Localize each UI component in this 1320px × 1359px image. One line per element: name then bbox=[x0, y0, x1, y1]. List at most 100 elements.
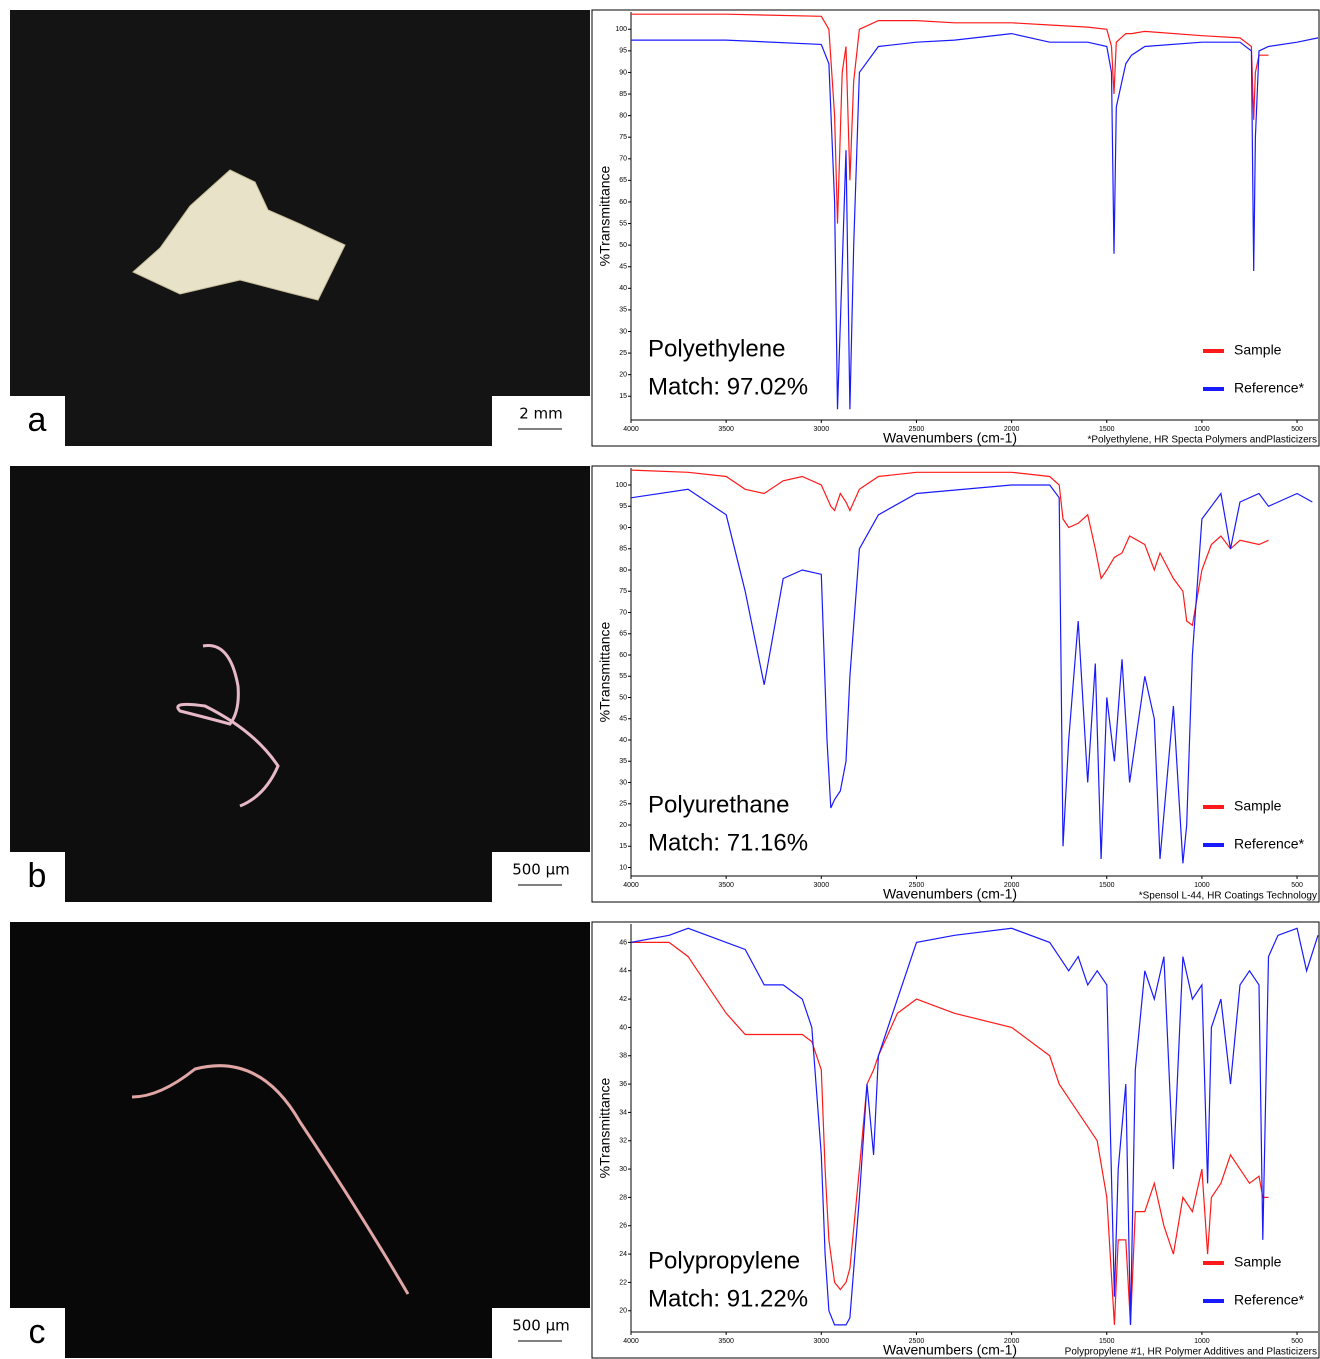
fiber bbox=[176, 644, 280, 808]
y-tick-label: 46 bbox=[619, 939, 627, 946]
scale-bar-box bbox=[492, 1308, 590, 1358]
y-tick-label: 35 bbox=[619, 758, 627, 765]
y-axis-label: %Transmittance bbox=[597, 621, 613, 722]
y-tick-label: 20 bbox=[619, 822, 627, 829]
y-tick-label: 100 bbox=[615, 26, 627, 33]
x-tick-label: 1500 bbox=[1099, 426, 1115, 433]
y-tick-label: 26 bbox=[619, 1223, 627, 1230]
match-score: Match: 71.16% bbox=[648, 829, 808, 856]
scale-bar-label: 500 µm bbox=[512, 1317, 570, 1335]
x-tick-label: 1000 bbox=[1194, 426, 1210, 433]
y-tick-label: 36 bbox=[619, 1081, 627, 1088]
legend-label: Sample bbox=[1234, 798, 1282, 814]
y-tick-label: 70 bbox=[619, 156, 627, 163]
y-tick-label: 10 bbox=[619, 864, 627, 871]
x-tick-label: 2500 bbox=[909, 426, 925, 433]
legend-label: Reference* bbox=[1234, 1292, 1305, 1308]
x-tick-label: 500 bbox=[1291, 426, 1303, 433]
y-tick-label: 85 bbox=[619, 546, 627, 553]
y-tick-label: 15 bbox=[619, 393, 627, 400]
y-tick-label: 30 bbox=[619, 328, 627, 335]
x-tick-label: 3500 bbox=[718, 426, 734, 433]
x-axis-label: Wavenumbers (cm-1) bbox=[883, 886, 1017, 902]
photo-content bbox=[131, 1064, 410, 1295]
y-tick-label: 45 bbox=[619, 716, 627, 723]
y-axis-label: %Transmittance bbox=[597, 165, 613, 266]
photo bbox=[10, 466, 590, 902]
photo-content bbox=[132, 169, 346, 301]
footnote: *Spensol L-44, HR Coatings Technology bbox=[1139, 891, 1317, 902]
material-name: Polypropylene bbox=[648, 1247, 800, 1274]
panel-label-box bbox=[10, 396, 65, 446]
y-tick-label: 25 bbox=[619, 801, 627, 808]
panel: b 500 µm 10 15 20 25 30 35 40 45 50 55 60 65 70 75 80 85 9… bbox=[10, 465, 1320, 903]
y-tick-label: 34 bbox=[619, 1109, 627, 1116]
y-tick-label: 85 bbox=[619, 91, 627, 98]
chart-frame bbox=[591, 9, 1320, 447]
y-tick-label: 60 bbox=[619, 652, 627, 659]
photo-content bbox=[176, 644, 280, 808]
spectrum-line bbox=[630, 469, 1269, 627]
footnote: *Polyethylene, HR Specta Polymers andPla… bbox=[1087, 435, 1317, 446]
match-score: Match: 91.22% bbox=[648, 1285, 808, 1312]
spectrum-line bbox=[631, 13, 1269, 224]
x-tick-label: 4000 bbox=[623, 426, 639, 433]
y-tick-label: 75 bbox=[619, 588, 627, 595]
y-tick-label: 42 bbox=[619, 996, 627, 1003]
chart-frame bbox=[591, 465, 1320, 903]
y-tick-label: 40 bbox=[619, 1024, 627, 1031]
panel-label-box bbox=[10, 1308, 65, 1358]
x-tick-label: 3500 bbox=[718, 1338, 734, 1345]
spectrum-line bbox=[631, 32, 1319, 410]
y-tick-label: 100 bbox=[615, 482, 627, 489]
legend-label: Sample bbox=[1234, 1254, 1282, 1270]
y-tick-label: 25 bbox=[619, 350, 627, 357]
y-tick-label: 45 bbox=[619, 264, 627, 271]
y-tick-label: 90 bbox=[619, 69, 627, 76]
y-tick-label: 55 bbox=[619, 673, 627, 680]
x-tick-label: 1000 bbox=[1194, 1338, 1210, 1345]
x-tick-label: 2500 bbox=[909, 1338, 925, 1345]
spectrum-line bbox=[630, 927, 1319, 1326]
x-tick-label: 1500 bbox=[1099, 1338, 1115, 1345]
y-tick-label: 24 bbox=[619, 1251, 627, 1258]
y-tick-label: 55 bbox=[619, 220, 627, 227]
y-tick-label: 20 bbox=[619, 372, 627, 379]
panel-label: c bbox=[29, 1313, 46, 1351]
y-tick-label: 22 bbox=[619, 1279, 627, 1286]
panel-label: b bbox=[28, 857, 47, 895]
y-tick-label: 20 bbox=[619, 1308, 627, 1315]
y-tick-label: 80 bbox=[619, 112, 627, 119]
x-axis-label: Wavenumbers (cm-1) bbox=[883, 1342, 1017, 1358]
spectrum-line bbox=[630, 484, 1313, 864]
y-axis-label: %Transmittance bbox=[597, 1077, 613, 1178]
material-name: Polyurethane bbox=[648, 791, 789, 818]
x-tick-label: 2000 bbox=[1004, 426, 1020, 433]
x-tick-label: 500 bbox=[1291, 1338, 1303, 1345]
y-tick-label: 38 bbox=[619, 1053, 627, 1060]
panel: a 2 mm 15 20 25 30 35 40 45 50 55 60 65 70 75 80 85 90 95 1… bbox=[10, 9, 1320, 447]
y-tick-label: 65 bbox=[619, 631, 627, 638]
photo bbox=[10, 922, 590, 1358]
scale-bar-box bbox=[492, 852, 590, 902]
x-axis-label: Wavenumbers (cm-1) bbox=[883, 430, 1017, 446]
material-name: Polyethylene bbox=[648, 335, 785, 362]
fragment bbox=[132, 169, 346, 301]
y-tick-label: 32 bbox=[619, 1138, 627, 1145]
x-tick-label: 1500 bbox=[1099, 882, 1115, 889]
legend-label: Reference* bbox=[1234, 380, 1305, 396]
y-tick-label: 40 bbox=[619, 737, 627, 744]
panel: c 500 µm 20 22 24 26 28 30 32 34 36 38 40 42 44 46 4000 3… bbox=[10, 921, 1320, 1359]
y-tick-label: 75 bbox=[619, 134, 627, 141]
y-tick-label: 95 bbox=[619, 48, 627, 55]
scale-bar-label: 2 mm bbox=[519, 405, 563, 423]
y-tick-label: 70 bbox=[619, 609, 627, 616]
x-tick-label: 1000 bbox=[1194, 882, 1210, 889]
x-tick-label: 4000 bbox=[623, 1338, 639, 1345]
x-tick-label: 500 bbox=[1291, 882, 1303, 889]
legend-label: Reference* bbox=[1234, 836, 1305, 852]
y-tick-label: 15 bbox=[619, 843, 627, 850]
y-tick-label: 90 bbox=[619, 524, 627, 531]
x-tick-label: 3500 bbox=[718, 882, 734, 889]
